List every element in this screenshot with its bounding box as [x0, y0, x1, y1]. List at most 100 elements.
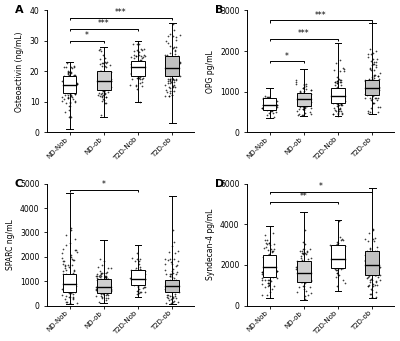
Point	[271, 99, 278, 104]
Point	[138, 57, 144, 63]
Point	[336, 90, 342, 95]
Point	[105, 295, 112, 300]
Point	[269, 107, 276, 113]
Point	[265, 248, 271, 253]
Point	[138, 277, 144, 282]
Point	[302, 276, 309, 282]
Point	[64, 85, 71, 90]
Point	[70, 270, 76, 276]
Point	[375, 81, 382, 86]
Point	[259, 293, 265, 298]
Text: *: *	[285, 52, 288, 61]
Bar	[331, 244, 345, 268]
Point	[368, 105, 374, 110]
Point	[62, 262, 69, 267]
Point	[294, 290, 300, 295]
Point	[338, 112, 345, 117]
Point	[263, 258, 270, 263]
Point	[137, 81, 144, 86]
Point	[132, 266, 139, 271]
Point	[338, 110, 345, 116]
Point	[129, 278, 135, 284]
Point	[332, 107, 338, 113]
Point	[72, 288, 78, 294]
Point	[336, 247, 342, 252]
Point	[74, 82, 80, 87]
Point	[136, 258, 142, 264]
Point	[336, 89, 343, 94]
Point	[98, 94, 105, 99]
Point	[362, 91, 368, 97]
Point	[165, 281, 171, 287]
Point	[299, 113, 306, 118]
Point	[165, 296, 172, 301]
Point	[134, 281, 141, 286]
Point	[362, 78, 368, 84]
Point	[169, 64, 175, 70]
Point	[65, 87, 72, 93]
Point	[100, 282, 106, 288]
Point	[336, 250, 342, 255]
Point	[168, 284, 174, 290]
Point	[370, 62, 376, 67]
Point	[372, 90, 379, 96]
Point	[269, 286, 276, 291]
Point	[100, 81, 106, 87]
Point	[301, 99, 308, 104]
Point	[165, 278, 171, 283]
Point	[171, 45, 178, 50]
Point	[175, 53, 182, 59]
Point	[307, 279, 313, 284]
Point	[334, 263, 340, 268]
Point	[170, 59, 177, 64]
Point	[134, 47, 140, 53]
Point	[162, 87, 169, 92]
Point	[336, 272, 342, 278]
Point	[71, 64, 77, 70]
Point	[300, 276, 306, 282]
Point	[132, 84, 139, 89]
Point	[369, 277, 375, 283]
Point	[103, 94, 110, 100]
Point	[295, 112, 301, 118]
Point	[330, 90, 336, 96]
Point	[370, 264, 376, 269]
Point	[93, 287, 100, 293]
Point	[271, 246, 277, 251]
Point	[305, 102, 311, 107]
Point	[135, 275, 142, 281]
Point	[262, 95, 268, 101]
Point	[368, 68, 375, 73]
Point	[102, 77, 108, 82]
Point	[264, 103, 270, 108]
Point	[269, 104, 276, 110]
Point	[172, 250, 178, 255]
Point	[267, 290, 274, 295]
Point	[94, 92, 101, 98]
Point	[364, 92, 370, 98]
Point	[67, 240, 73, 246]
Point	[101, 270, 107, 276]
Point	[270, 105, 276, 110]
Point	[269, 263, 276, 268]
Point	[372, 272, 378, 278]
Point	[170, 21, 177, 27]
Point	[300, 239, 306, 244]
Point	[368, 97, 374, 103]
Point	[134, 65, 141, 70]
Point	[302, 271, 308, 277]
Point	[273, 98, 280, 104]
Point	[98, 283, 105, 289]
Point	[298, 95, 305, 101]
Point	[74, 250, 80, 255]
Point	[137, 271, 143, 276]
Point	[61, 109, 68, 115]
Point	[269, 102, 276, 108]
Point	[260, 103, 266, 108]
Point	[268, 108, 274, 113]
Point	[370, 236, 376, 242]
Point	[141, 52, 148, 58]
Point	[307, 94, 313, 99]
Point	[163, 301, 170, 306]
Point	[308, 99, 314, 105]
